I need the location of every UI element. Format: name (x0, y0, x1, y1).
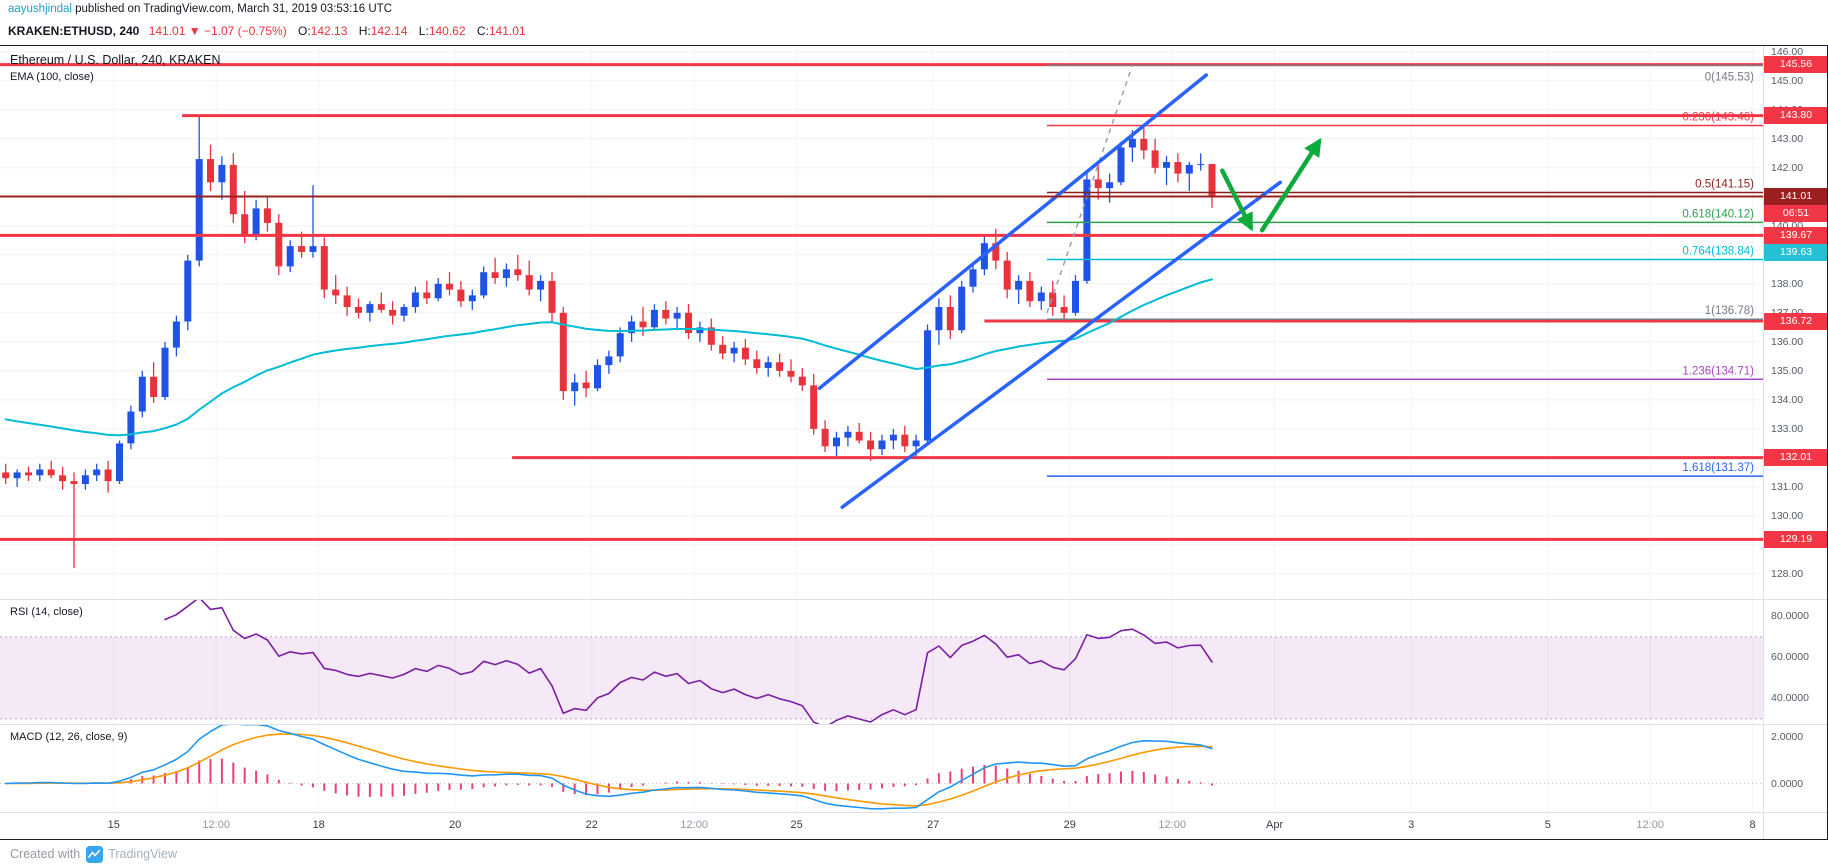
symbol-info-bar: KRAKEN:ETHUSD, 240 141.01 ▼ −1.07 (−0.75… (0, 22, 1828, 45)
rsi-axis[interactable]: 80.0000 60.0000 40.0000 (1763, 600, 1827, 724)
price-tick: 128.00 (1771, 567, 1804, 580)
macd-axis[interactable]: 2.0000 0.0000 (1763, 725, 1827, 812)
time-tick: 29 (1063, 819, 1076, 831)
rsi-tick: 40.0000 (1771, 692, 1809, 705)
macd-tick: 0.0000 (1771, 777, 1804, 790)
price-tick: 145.00 (1771, 74, 1804, 87)
time-axis[interactable]: 15 12:00 18 20 22 12:00 25 27 29 12:00 Apr 3 5 12:00 8 (0, 813, 1827, 839)
price-tick: 146.00 (1771, 46, 1804, 58)
rsi-legend[interactable]: RSI (14, close) (10, 606, 83, 618)
rsi-chart-svg[interactable] (0, 600, 1764, 725)
time-tick: 12:00 (202, 819, 230, 831)
tradingview-brand-link[interactable]: TradingView (86, 845, 177, 863)
last-price: 141.01 (148, 24, 186, 38)
price-tick: 134.00 (1771, 393, 1804, 406)
tradingview-brand-text: TradingView (108, 847, 177, 861)
time-tick: 18 (312, 819, 325, 831)
created-with-text: Created with (10, 847, 81, 861)
price-change: ▼ −1.07 (−0.75%) (188, 24, 287, 38)
price-label-box: 136.72 (1764, 312, 1827, 330)
price-tick: 131.00 (1771, 480, 1804, 493)
publish-text: published on TradingView.com, March 31, … (71, 3, 393, 15)
publish-info-bar: aayushjindal published on TradingView.co… (0, 0, 1828, 22)
price-tick: 130.00 (1771, 509, 1804, 522)
price-label-box: 129.19 (1764, 530, 1827, 548)
price-label-box: 06:51 (1764, 205, 1827, 222)
time-tick: 12:00 (680, 819, 708, 831)
chart-container: 0(145.53) 0.236(143.46) 0.5(141.15) 0.618(1… (0, 45, 1828, 840)
macd-pane[interactable]: MACD (12, 26, close, 9) 2.0000 0.0000 (0, 725, 1827, 813)
symbol-title: KRAKEN:ETHUSD, 240 (8, 24, 140, 38)
time-tick: Apr (1266, 819, 1284, 831)
macd-legend[interactable]: MACD (12, 26, close, 9) (10, 731, 128, 743)
svg-text:1.618(131.37): 1.618(131.37) (1682, 462, 1754, 474)
price-tick: 136.00 (1771, 335, 1804, 348)
price-label-box: 145.56 (1764, 56, 1827, 74)
price-label-box: 139.63 (1764, 243, 1827, 261)
price-axis[interactable]: 146.00145.00144.00143.00142.00141.00140.… (1763, 46, 1827, 599)
svg-text:0(145.53): 0(145.53) (1705, 71, 1754, 83)
price-tick: 143.00 (1771, 132, 1804, 145)
svg-text:0.618(140.12): 0.618(140.12) (1682, 208, 1754, 220)
ema-legend[interactable]: EMA (100, close) (10, 71, 94, 83)
price-label-box: 132.01 (1764, 449, 1827, 467)
price-tick: 133.00 (1771, 422, 1804, 435)
price-label-box: 143.80 (1764, 107, 1827, 125)
time-tick: 15 (107, 819, 120, 831)
time-tick: 22 (585, 819, 598, 831)
time-tick: 12:00 (1158, 819, 1186, 831)
svg-text:0.236(143.46): 0.236(143.46) (1682, 112, 1754, 124)
price-tick: 142.00 (1771, 161, 1804, 174)
rsi-tick: 80.0000 (1771, 610, 1809, 623)
price-tick: 138.00 (1771, 277, 1804, 290)
time-axis-corner (1763, 813, 1827, 839)
rsi-tick: 60.0000 (1771, 651, 1809, 664)
price-chart-svg[interactable]: 0(145.53) 0.236(143.46) 0.5(141.15) 0.618(1… (0, 46, 1764, 600)
macd-tick: 2.0000 (1771, 730, 1804, 743)
svg-text:0.764(138.84): 0.764(138.84) (1682, 246, 1754, 258)
macd-chart-svg[interactable] (0, 725, 1764, 813)
svg-text:0.5(141.15): 0.5(141.15) (1695, 179, 1754, 191)
time-tick: 8 (1749, 819, 1756, 831)
svg-text:1.236(134.71): 1.236(134.71) (1682, 365, 1754, 377)
ohlc-open: O:142.13 (298, 24, 348, 38)
time-tick: 3 (1408, 819, 1415, 831)
price-tick: 135.00 (1771, 364, 1804, 377)
svg-text:1(136.78): 1(136.78) (1705, 305, 1754, 317)
time-tick: 20 (449, 819, 462, 831)
footer: Created with TradingView (0, 840, 1828, 868)
ohlc-high: H:142.14 (358, 24, 408, 38)
time-tick: 5 (1544, 819, 1551, 831)
time-tick: 27 (927, 819, 940, 831)
tradingview-logo-icon (86, 845, 104, 863)
time-tick: 25 (790, 819, 803, 831)
rsi-pane[interactable]: RSI (14, close) 80.0000 60.0000 40.0000 (0, 600, 1827, 725)
ohlc-low: L:140.62 (418, 24, 466, 38)
author-link[interactable]: aayushjindal (8, 3, 72, 15)
price-label-box: 141.01 (1764, 188, 1827, 205)
time-tick: 12:00 (1636, 819, 1664, 831)
ohlc-close: C:141.01 (476, 24, 526, 38)
price-pane[interactable]: 0(145.53) 0.236(143.46) 0.5(141.15) 0.618(1… (0, 46, 1827, 600)
symbol-legend[interactable]: Ethereum / U.S. Dollar, 240, KRAKEN (10, 53, 221, 67)
price-label-box: 139.67 (1764, 226, 1827, 244)
